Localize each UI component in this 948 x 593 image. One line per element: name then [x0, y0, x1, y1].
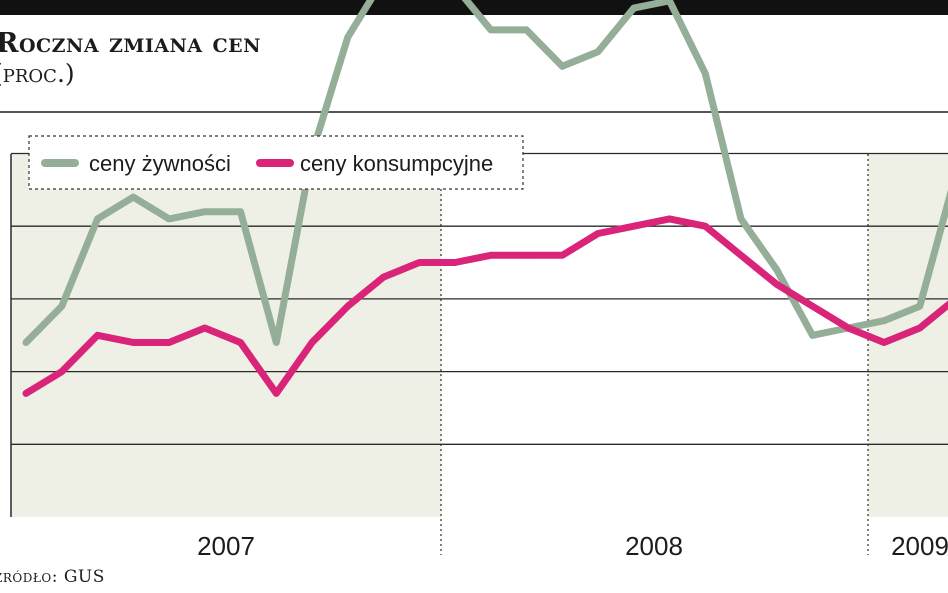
- data-point: [345, 303, 351, 309]
- data-point: [810, 303, 815, 309]
- chart-title: Roczna zmiana cen: [0, 28, 262, 59]
- data-point: [738, 252, 744, 258]
- data-point: [524, 27, 529, 33]
- data-point: [595, 231, 601, 236]
- x-tick-label: 2008: [625, 531, 683, 561]
- data-point: [59, 303, 65, 309]
- legend: ceny żywności ceny konsumpcyjne: [28, 135, 524, 190]
- data-point: [95, 216, 100, 222]
- data-point: [238, 340, 243, 345]
- data-point: [559, 252, 565, 258]
- data-point: [631, 223, 637, 229]
- data-point: [488, 27, 494, 33]
- data-point: [273, 390, 279, 396]
- data-point: [309, 340, 315, 345]
- data-point: [488, 252, 494, 258]
- data-point: [774, 281, 780, 287]
- data-point: [524, 252, 529, 258]
- legend-label-cpi: ceny konsumpcyjne: [300, 151, 493, 176]
- data-point: [23, 340, 29, 345]
- data-point: [738, 216, 744, 222]
- data-point: [667, 0, 672, 4]
- title-rule: [0, 111, 948, 113]
- data-point: [702, 71, 708, 76]
- data-point: [702, 223, 708, 229]
- data-point: [881, 318, 887, 324]
- data-point: [774, 267, 780, 273]
- data-point: [238, 209, 243, 215]
- data-point: [166, 340, 172, 345]
- data-point: [416, 260, 422, 265]
- data-point: [130, 340, 136, 345]
- data-point: [917, 325, 923, 331]
- data-point: [95, 332, 100, 338]
- data-point: [381, 274, 386, 280]
- data-point: [845, 325, 851, 331]
- data-point: [166, 216, 172, 222]
- data-point: [273, 340, 279, 345]
- data-point: [595, 49, 601, 55]
- data-point: [667, 216, 672, 222]
- data-point: [452, 260, 458, 265]
- x-tick-label: 2007: [197, 531, 255, 561]
- data-point: [23, 390, 29, 396]
- data-point: [631, 5, 637, 11]
- data-point: [59, 369, 65, 375]
- data-point: [917, 303, 923, 309]
- data-point: [202, 209, 208, 215]
- source-note: źródło: GUS: [0, 567, 105, 587]
- data-point: [559, 63, 565, 69]
- data-point: [130, 194, 136, 200]
- data-point: [810, 332, 815, 338]
- data-point: [881, 340, 887, 345]
- x-tick-label: 2009: [891, 531, 948, 561]
- chart-subtitle: (proc.): [0, 59, 75, 88]
- legend-label-food: ceny żywności: [89, 151, 231, 176]
- data-point: [345, 34, 351, 40]
- data-point: [202, 325, 208, 331]
